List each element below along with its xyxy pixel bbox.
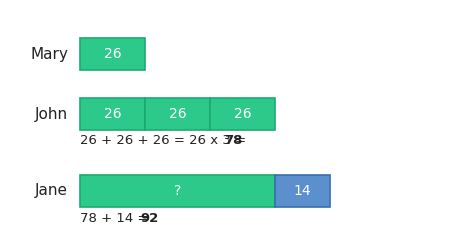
Bar [80,38,145,70]
Text: Jane: Jane [35,184,68,198]
Bar [145,98,210,130]
Text: 78 + 14 =: 78 + 14 = [80,212,153,224]
Text: John: John [35,106,68,122]
Text: 26: 26 [104,107,121,121]
Text: 26 + 26 + 26 = 26 x 3 =: 26 + 26 + 26 = 26 x 3 = [80,133,250,147]
Text: 14: 14 [294,184,311,198]
Bar [275,175,330,207]
Text: ?: ? [174,184,181,198]
Text: 92: 92 [140,212,158,224]
Text: 26: 26 [169,107,186,121]
Text: Mary: Mary [30,47,68,62]
Text: 26: 26 [234,107,251,121]
Bar [80,175,275,207]
Bar [80,98,145,130]
Text: 26: 26 [104,47,121,61]
Bar [210,98,275,130]
Text: 78: 78 [224,133,242,147]
